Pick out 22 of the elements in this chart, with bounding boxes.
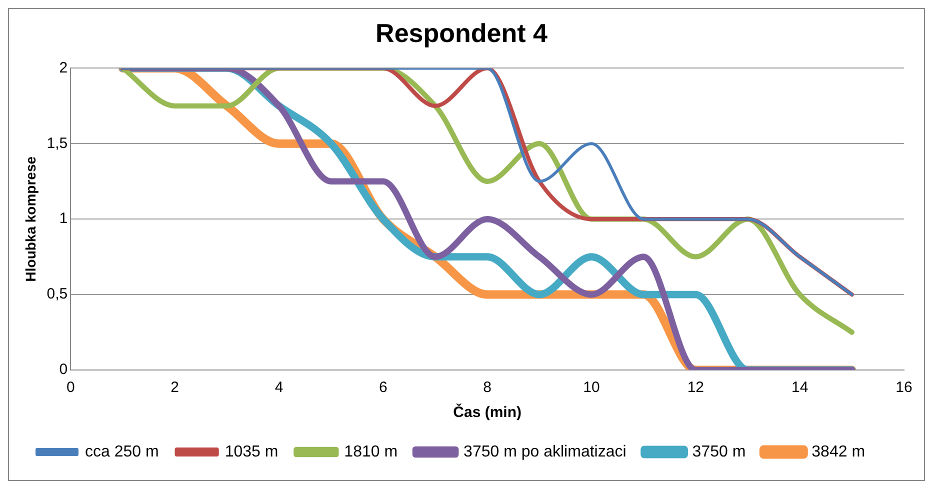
x-tick-label: 2: [170, 379, 179, 396]
y-tick-label: 2: [59, 59, 68, 76]
x-tick-label: 4: [274, 379, 284, 396]
legend-label: 3750 m po aklimatizaci: [464, 443, 626, 460]
x-tick-label: 10: [583, 379, 600, 396]
x-tick-label: 14: [791, 379, 808, 396]
legend-label: cca 250 m: [85, 443, 159, 460]
legend-label: 1810 m: [344, 443, 398, 460]
x-tick-label: 6: [378, 379, 388, 396]
x-tick-label: 16: [896, 379, 912, 396]
y-tick-label: 0,5: [46, 286, 68, 303]
chart-title: Respondent 4: [376, 18, 548, 48]
y-tick-label: 0: [59, 361, 68, 378]
legend-label: 1035 m: [224, 443, 278, 460]
x-tick-label: 8: [483, 379, 492, 396]
x-tick-label: 12: [687, 379, 704, 396]
legend-label: 3750 m: [692, 443, 746, 460]
y-tick-label: 1: [59, 210, 68, 228]
y-tick-label: 1,5: [46, 134, 68, 152]
legend-label: 3842 m: [812, 443, 866, 460]
y-axis-title: Hloubka komprese: [22, 156, 38, 282]
x-axis-title: Čas (min): [453, 403, 522, 422]
